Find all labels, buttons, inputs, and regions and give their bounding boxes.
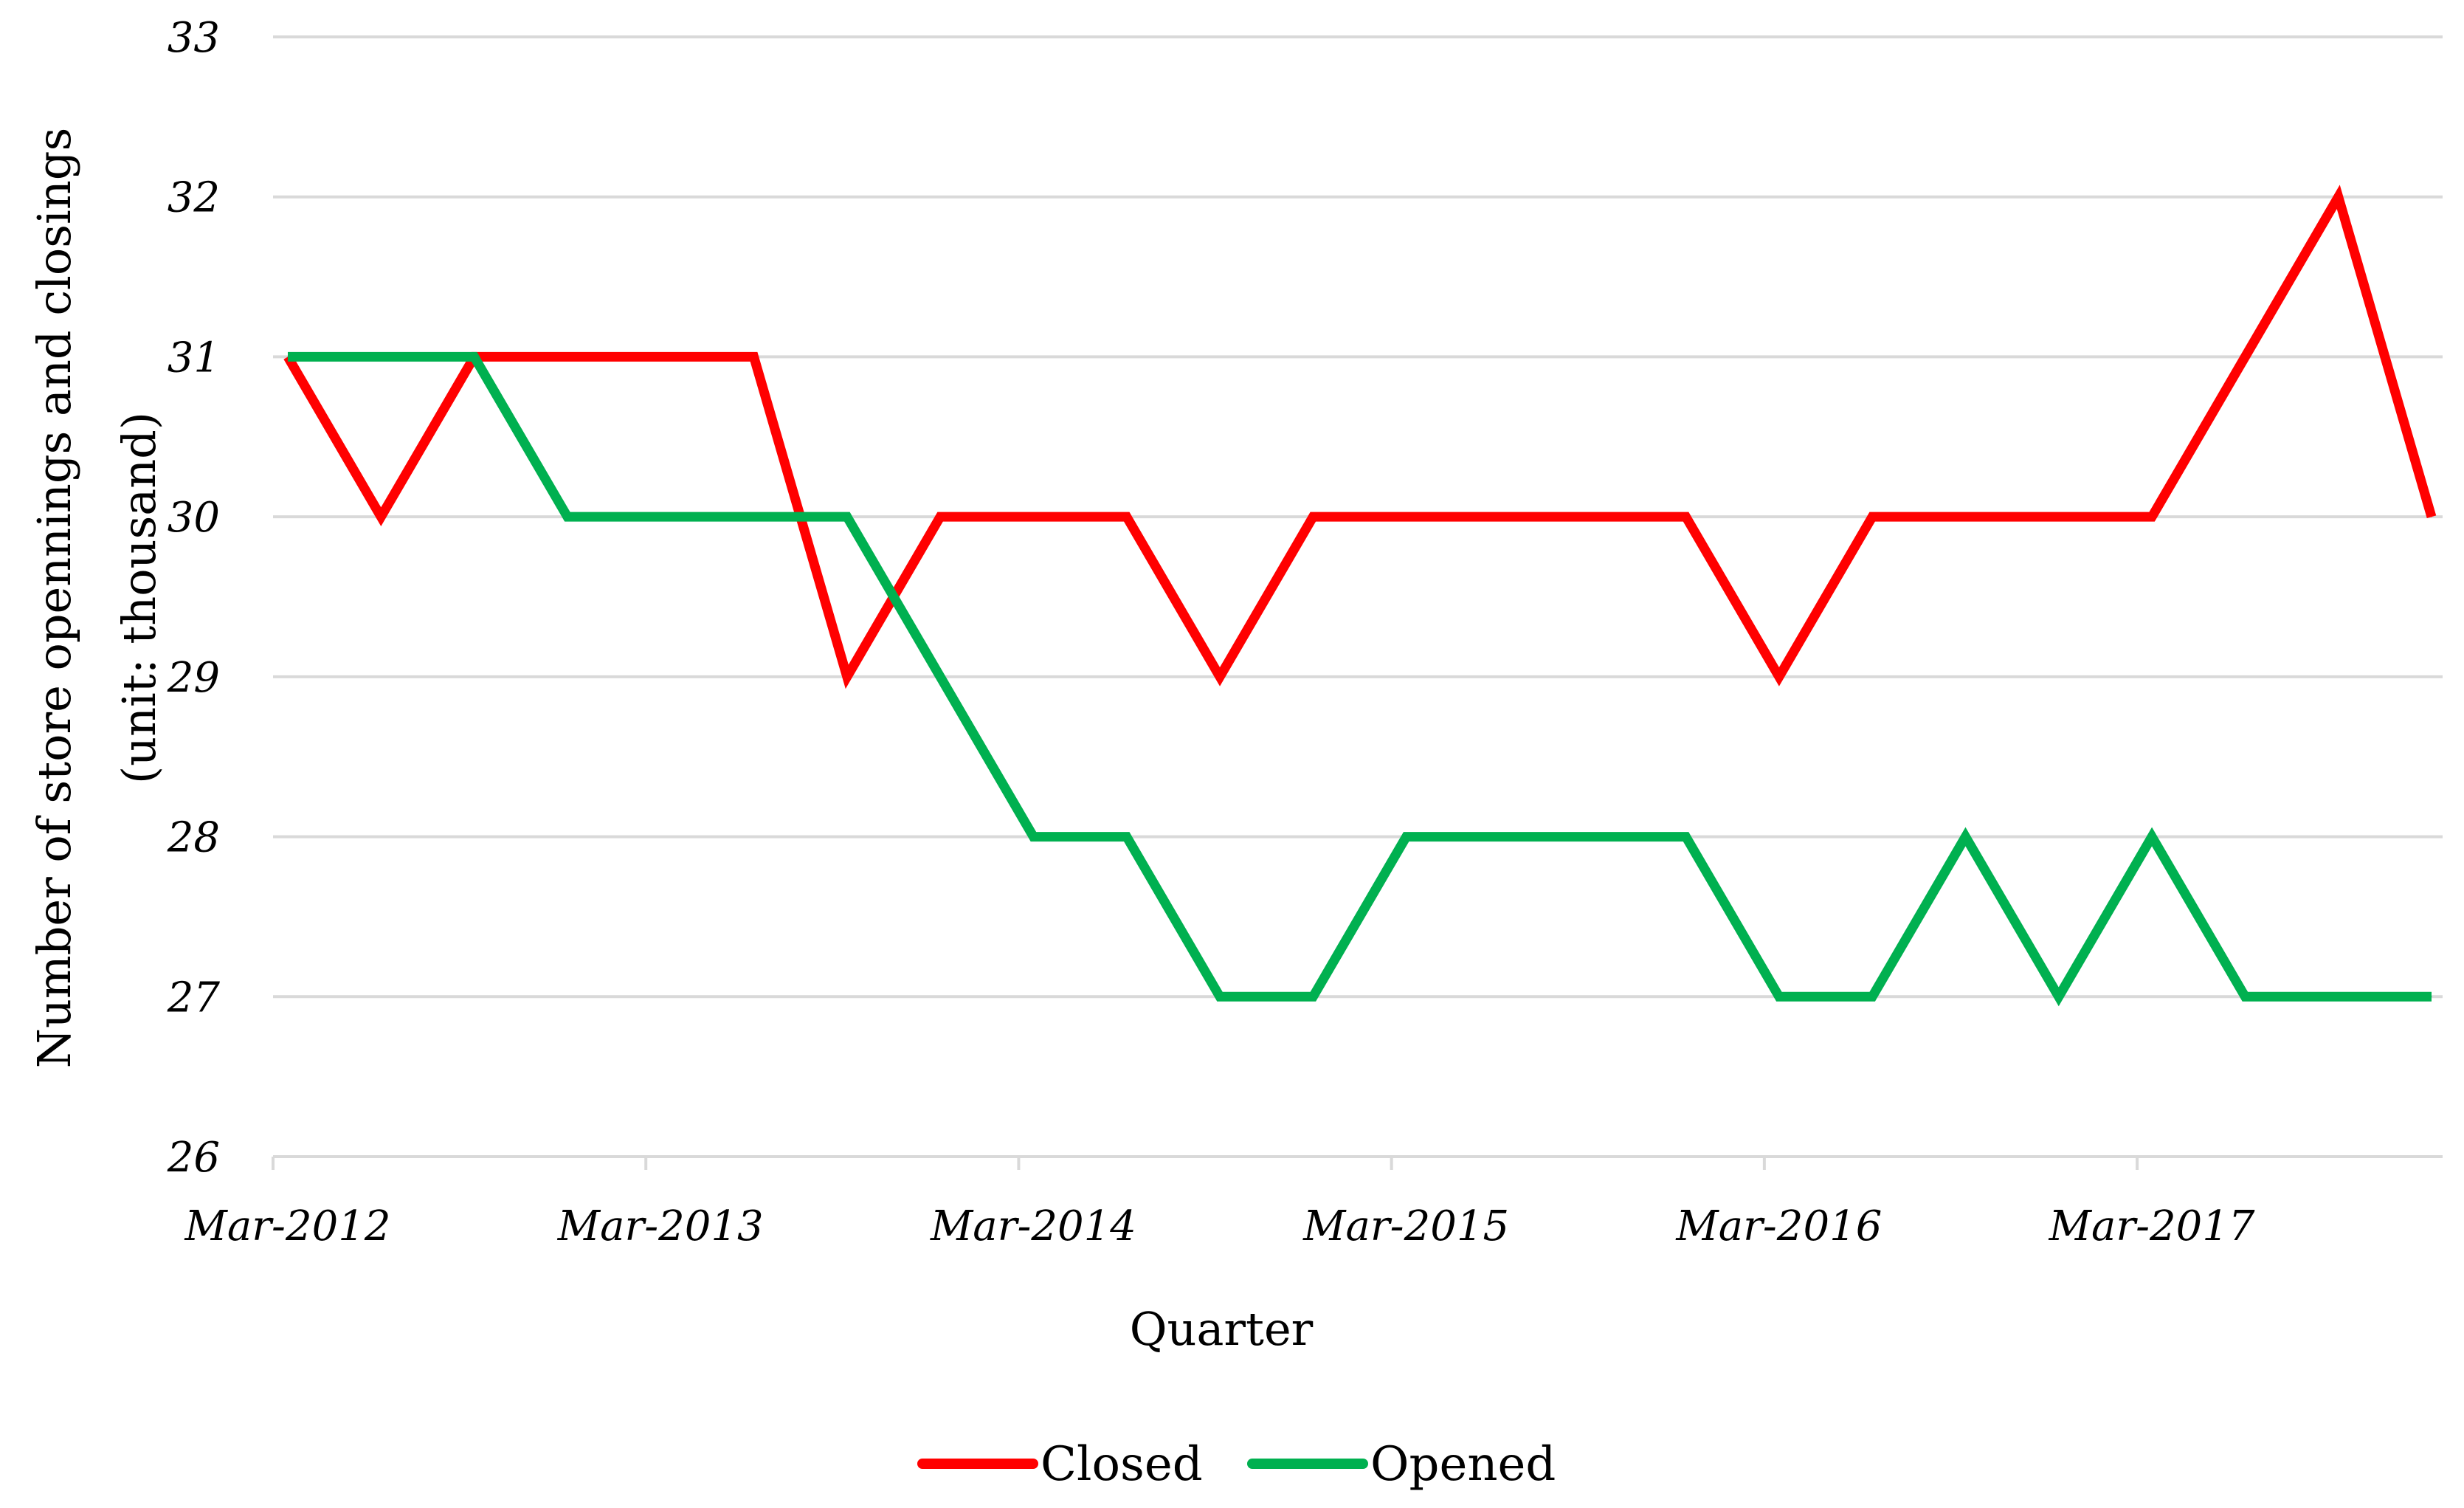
data-point-closed	[1778, 676, 1780, 678]
y-axis-title: Number of store opennings and closings (…	[27, 128, 166, 1069]
legend-label-opened: Opened	[1370, 1437, 1556, 1492]
y-tick-label: 33	[168, 14, 220, 62]
data-point-opened	[1592, 836, 1593, 838]
data-point-opened	[1219, 996, 1221, 997]
data-point-opened	[2151, 836, 2153, 838]
y-tick-label: 29	[167, 654, 220, 702]
data-point-opened	[1312, 996, 1314, 997]
data-point-closed	[846, 676, 848, 678]
y-tick-label: 30	[168, 494, 220, 542]
y-tick-labels: 26 27 28 29 30 31 32 33	[167, 14, 221, 1182]
data-point-opened	[939, 676, 941, 678]
legend-label-closed: Closed	[1041, 1437, 1203, 1492]
x-tick-label: Mar-2014	[930, 1202, 1136, 1250]
y-tick-label: 31	[168, 334, 220, 382]
data-point-opened	[1032, 836, 1034, 838]
x-tick-label: Mar-2015	[1302, 1202, 1509, 1250]
y-tick-label: 28	[167, 814, 220, 862]
data-point-opened	[2244, 996, 2246, 997]
y-tick-label: 27	[167, 974, 221, 1022]
x-axis-title: Quarter	[1130, 1302, 1314, 1356]
data-point-opened	[1964, 836, 1966, 838]
y-tick-label: 26	[167, 1134, 220, 1182]
y-tick-label: 32	[168, 174, 220, 222]
data-point-opened	[1406, 836, 1407, 838]
x-tick-label: Mar-2013	[557, 1202, 764, 1250]
data-point-opened	[1871, 996, 1873, 997]
axes	[272, 1155, 2443, 1170]
x-tick-label: Mar-2012	[184, 1202, 391, 1250]
x-tick-label: Mar-2017	[2049, 1202, 2255, 1250]
data-point-opened	[1499, 836, 1500, 838]
data-point-closed	[1219, 676, 1221, 678]
data-point-closed	[2338, 196, 2339, 198]
data-point-opened	[1685, 836, 1687, 838]
data-point-opened	[1126, 836, 1128, 838]
series-line-opened	[288, 351, 2432, 1007]
data-point-opened	[1778, 996, 1780, 997]
series-lines	[283, 185, 2437, 1007]
y-axis-title-line1: Number of store opennings and closings	[27, 128, 81, 1069]
x-tick-labels: Mar-2012 Mar-2013 Mar-2014 Mar-2015 Mar-2016…	[184, 1202, 2255, 1250]
data-point-opened	[2338, 996, 2339, 997]
data-point-opened	[2058, 996, 2060, 997]
x-tick-label: Mar-2016	[1675, 1202, 1882, 1250]
series-line-closed	[283, 185, 2437, 689]
y-axis-title-line2: (unit: thousand)	[112, 412, 166, 784]
legend: Closed Opened	[917, 1437, 1556, 1492]
